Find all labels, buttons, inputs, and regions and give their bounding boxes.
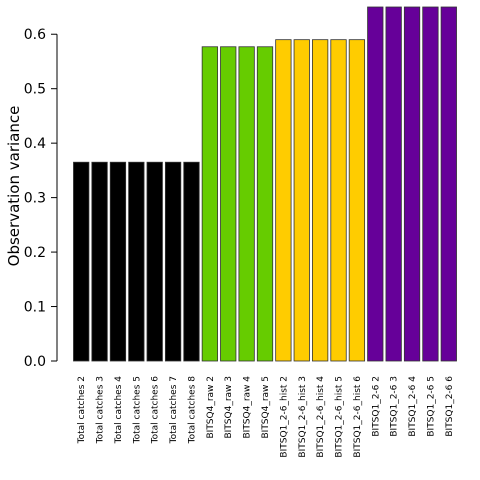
y-tick-label: 0.2	[24, 245, 46, 261]
bar	[183, 161, 200, 362]
y-tick-label: 0.5	[24, 82, 46, 98]
y-axis-label: Observation variance	[5, 106, 23, 267]
bar	[275, 39, 292, 362]
bar	[440, 6, 457, 362]
bar	[146, 161, 163, 362]
bar	[422, 6, 439, 362]
bar	[293, 39, 310, 362]
y-tick-label: 0.3	[24, 191, 46, 207]
bar	[330, 39, 347, 362]
bar	[238, 46, 255, 362]
x-tick-label: Total catches 7	[169, 376, 179, 444]
x-tick-label: BITSQ1_2-6 4	[408, 376, 418, 437]
bar	[128, 161, 145, 362]
x-tick-label: BITSQ1_2-6_hist 4	[316, 376, 326, 458]
x-tick-label: BITSQ1_2-6 5	[426, 376, 436, 437]
bar	[91, 161, 108, 362]
bar	[385, 6, 402, 362]
x-tick-label: BITSQ1_2-6 3	[390, 376, 400, 437]
x-tick-label: BITSQ1_2-6_hist 5	[335, 376, 345, 458]
bar	[256, 46, 274, 362]
x-tick-label: BITSQ4_raw 2	[206, 376, 216, 439]
bar	[73, 161, 90, 362]
x-tick-label: BITSQ1_2-6_hist 6	[353, 376, 363, 458]
x-tick-labels: Total catches 2 Total catches 3 Total catc…	[77, 376, 455, 458]
y-tick-label: 0.6	[24, 27, 46, 43]
bar	[220, 46, 237, 362]
x-tick-label: BITSQ4_raw 4	[243, 376, 253, 439]
y-tick-label: 0.1	[24, 300, 46, 316]
x-tick-label: Total catches 3	[96, 376, 106, 444]
bar	[312, 39, 329, 362]
x-tick-label: Total catches 5	[132, 376, 142, 444]
x-tick-label: Total catches 6	[151, 376, 161, 445]
x-tick-label: Total catches 8	[187, 376, 197, 445]
x-tick-label: BITSQ1_2-6_hist 3	[298, 376, 308, 458]
bars	[73, 6, 457, 362]
bar	[164, 161, 182, 362]
x-tick-label: BITSQ4_raw 5	[261, 376, 271, 439]
x-tick-label: BITSQ1_2-6_hist 2	[279, 376, 289, 458]
bar	[201, 46, 218, 362]
x-tick-label: BITSQ4_raw 3	[224, 376, 234, 439]
x-tick-label: BITSQ1_2-6 2	[371, 376, 381, 437]
bar	[109, 161, 127, 362]
bar	[367, 6, 384, 362]
y-tick-label: 0.4	[24, 136, 46, 152]
x-tick-label: BITSQ1_2-6 6	[445, 376, 455, 437]
y-axis: 0.0 0.1 0.2 0.3 0.4 0.5 0.6	[24, 27, 58, 370]
x-tick-label: Total catches 2	[77, 376, 87, 444]
bar	[403, 6, 421, 362]
x-tick-label: Total catches 4	[114, 376, 124, 445]
y-tick-label: 0.0	[24, 354, 46, 370]
bar	[348, 39, 366, 362]
